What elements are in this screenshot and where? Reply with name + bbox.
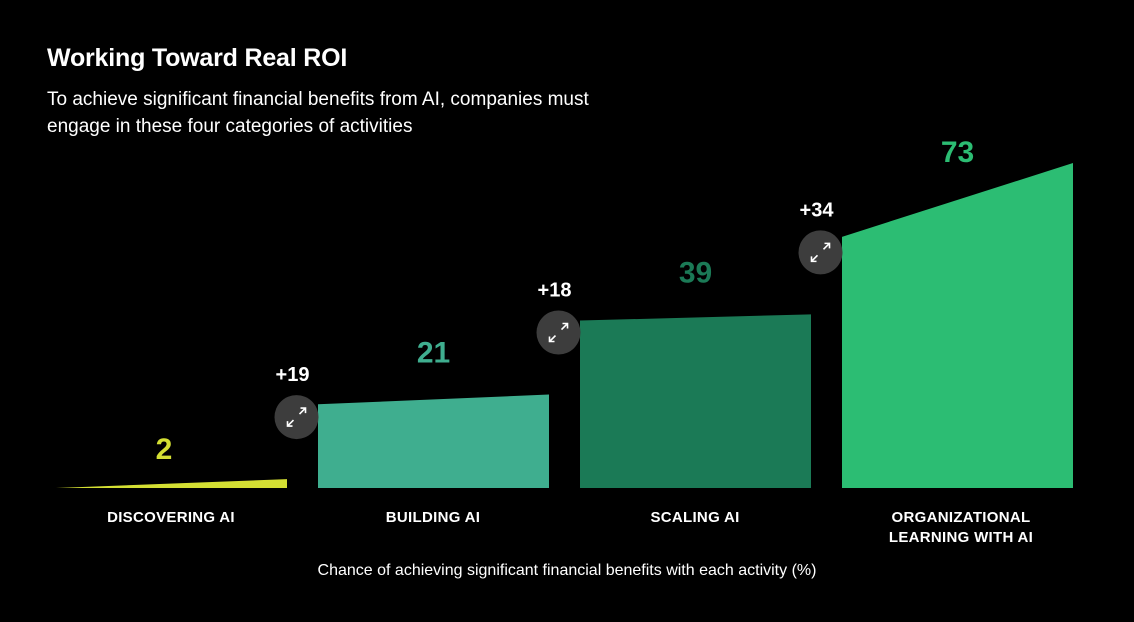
value-label-building: 21: [417, 337, 450, 370]
arrow-glyph: [810, 242, 831, 263]
expand-arrows-icon: [798, 230, 843, 275]
category-label-discovering: DISCOVERING AI: [107, 509, 235, 526]
increment-label-3: +34: [800, 199, 835, 221]
value-label-discovering: 2: [156, 433, 173, 466]
increment-badge-3: +34: [798, 199, 843, 275]
area-segment-discovering: [56, 479, 287, 488]
arrow-glyph: [286, 407, 307, 427]
expand-arrows-icon: [274, 395, 319, 440]
value-label-organizational-learning: 73: [941, 136, 974, 169]
expand-arrows-icon: [536, 310, 581, 355]
increment-badge-2: +18: [536, 280, 581, 355]
increment-label-2: +18: [538, 280, 572, 302]
increment-label-1: +19: [276, 364, 310, 386]
chart-subtitle: To achieve significant financial benefit…: [47, 89, 589, 137]
area-segment-organizational-learning: [842, 163, 1073, 488]
area-segment-scaling: [580, 314, 811, 488]
area-segment-building: [318, 394, 549, 488]
increment-badge-1: +19: [274, 364, 319, 440]
axis-footnote: Chance of achieving significant financia…: [317, 562, 817, 579]
category-label-scaling: SCALING AI: [650, 509, 740, 526]
category-label-building: BUILDING AI: [385, 509, 481, 526]
value-label-scaling: 39: [679, 256, 712, 289]
chart-title: Working Toward Real ROI: [47, 44, 348, 72]
arrow-glyph: [548, 322, 569, 343]
category-label-organizational-learning: ORGANIZATIONAL LEARNING WITH AI: [888, 509, 1034, 546]
